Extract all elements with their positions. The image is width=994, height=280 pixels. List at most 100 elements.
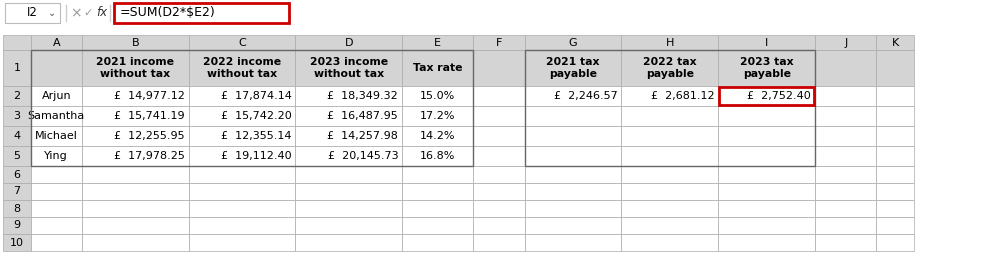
Bar: [877, 35, 913, 50]
Bar: [473, 183, 525, 200]
Bar: [31, 183, 83, 200]
Bar: [719, 126, 815, 146]
Bar: [31, 217, 83, 234]
Bar: [295, 35, 403, 50]
Bar: [719, 234, 815, 251]
Bar: [295, 183, 403, 200]
Bar: [31, 146, 83, 166]
Text: £  19,112.40: £ 19,112.40: [221, 151, 291, 161]
Bar: [114, 3, 289, 23]
Text: Ying: Ying: [45, 151, 69, 161]
Bar: [473, 146, 525, 166]
Bar: [295, 200, 403, 217]
Text: 8: 8: [13, 204, 21, 213]
Text: Michael: Michael: [35, 131, 78, 141]
Bar: [403, 106, 473, 126]
Bar: [403, 126, 473, 146]
Bar: [189, 234, 295, 251]
Text: 2: 2: [13, 91, 21, 101]
Bar: [3, 200, 31, 217]
Text: £  14,257.98: £ 14,257.98: [327, 131, 399, 141]
Bar: [83, 234, 189, 251]
Bar: [815, 106, 877, 126]
Bar: [295, 126, 403, 146]
Bar: [719, 86, 815, 106]
Text: 2023 tax
payable: 2023 tax payable: [740, 57, 793, 79]
Text: £  12,355.14: £ 12,355.14: [221, 131, 291, 141]
Bar: [189, 50, 295, 86]
Bar: [525, 166, 621, 183]
Text: 4: 4: [13, 131, 21, 141]
Text: ×: ×: [71, 6, 82, 20]
Bar: [83, 166, 189, 183]
Bar: [31, 126, 83, 146]
Bar: [189, 35, 295, 50]
Bar: [525, 126, 621, 146]
Bar: [189, 126, 295, 146]
Text: 7: 7: [13, 186, 21, 197]
Text: 10: 10: [10, 237, 24, 248]
Bar: [189, 166, 295, 183]
Bar: [403, 200, 473, 217]
Text: K: K: [892, 38, 899, 48]
Bar: [31, 166, 83, 183]
Text: £  2,681.12: £ 2,681.12: [651, 91, 715, 101]
Bar: [719, 166, 815, 183]
Bar: [525, 106, 621, 126]
Text: I2: I2: [27, 6, 38, 20]
Bar: [815, 166, 877, 183]
Text: G: G: [569, 38, 578, 48]
Bar: [3, 50, 31, 86]
Text: 1: 1: [13, 63, 20, 73]
Bar: [621, 86, 719, 106]
Bar: [403, 234, 473, 251]
Text: 16.8%: 16.8%: [420, 151, 455, 161]
Bar: [621, 146, 719, 166]
Bar: [719, 35, 815, 50]
Bar: [83, 183, 189, 200]
Bar: [621, 50, 719, 86]
Bar: [31, 86, 83, 106]
Text: £  2,246.57: £ 2,246.57: [554, 91, 617, 101]
Bar: [877, 183, 913, 200]
Text: A: A: [53, 38, 61, 48]
Bar: [189, 200, 295, 217]
Bar: [189, 106, 295, 126]
Bar: [83, 200, 189, 217]
Text: 17.2%: 17.2%: [420, 111, 455, 121]
Bar: [3, 166, 31, 183]
Bar: [525, 50, 621, 86]
Bar: [473, 166, 525, 183]
Text: 15.0%: 15.0%: [420, 91, 455, 101]
Text: 2021 income
without tax: 2021 income without tax: [96, 57, 174, 79]
Text: B: B: [131, 38, 139, 48]
Bar: [473, 217, 525, 234]
Bar: [719, 50, 815, 86]
Text: £  2,752.40: £ 2,752.40: [747, 91, 811, 101]
Bar: [473, 86, 525, 106]
Bar: [295, 50, 403, 86]
Bar: [719, 183, 815, 200]
Text: £  15,741.19: £ 15,741.19: [114, 111, 185, 121]
Bar: [295, 166, 403, 183]
Bar: [815, 146, 877, 166]
Bar: [877, 166, 913, 183]
Bar: [295, 86, 403, 106]
Text: =SUM(D2*$E2): =SUM(D2*$E2): [120, 6, 216, 20]
Bar: [719, 146, 815, 166]
Bar: [815, 86, 877, 106]
Bar: [815, 50, 877, 86]
Bar: [83, 146, 189, 166]
Text: C: C: [239, 38, 246, 48]
Bar: [525, 86, 621, 106]
Text: F: F: [496, 38, 502, 48]
Bar: [815, 183, 877, 200]
Bar: [403, 183, 473, 200]
Bar: [877, 106, 913, 126]
Bar: [5, 3, 60, 23]
Text: 2022 income
without tax: 2022 income without tax: [203, 57, 281, 79]
Bar: [3, 35, 991, 251]
Bar: [525, 35, 621, 50]
Text: E: E: [434, 38, 441, 48]
Bar: [403, 50, 473, 86]
